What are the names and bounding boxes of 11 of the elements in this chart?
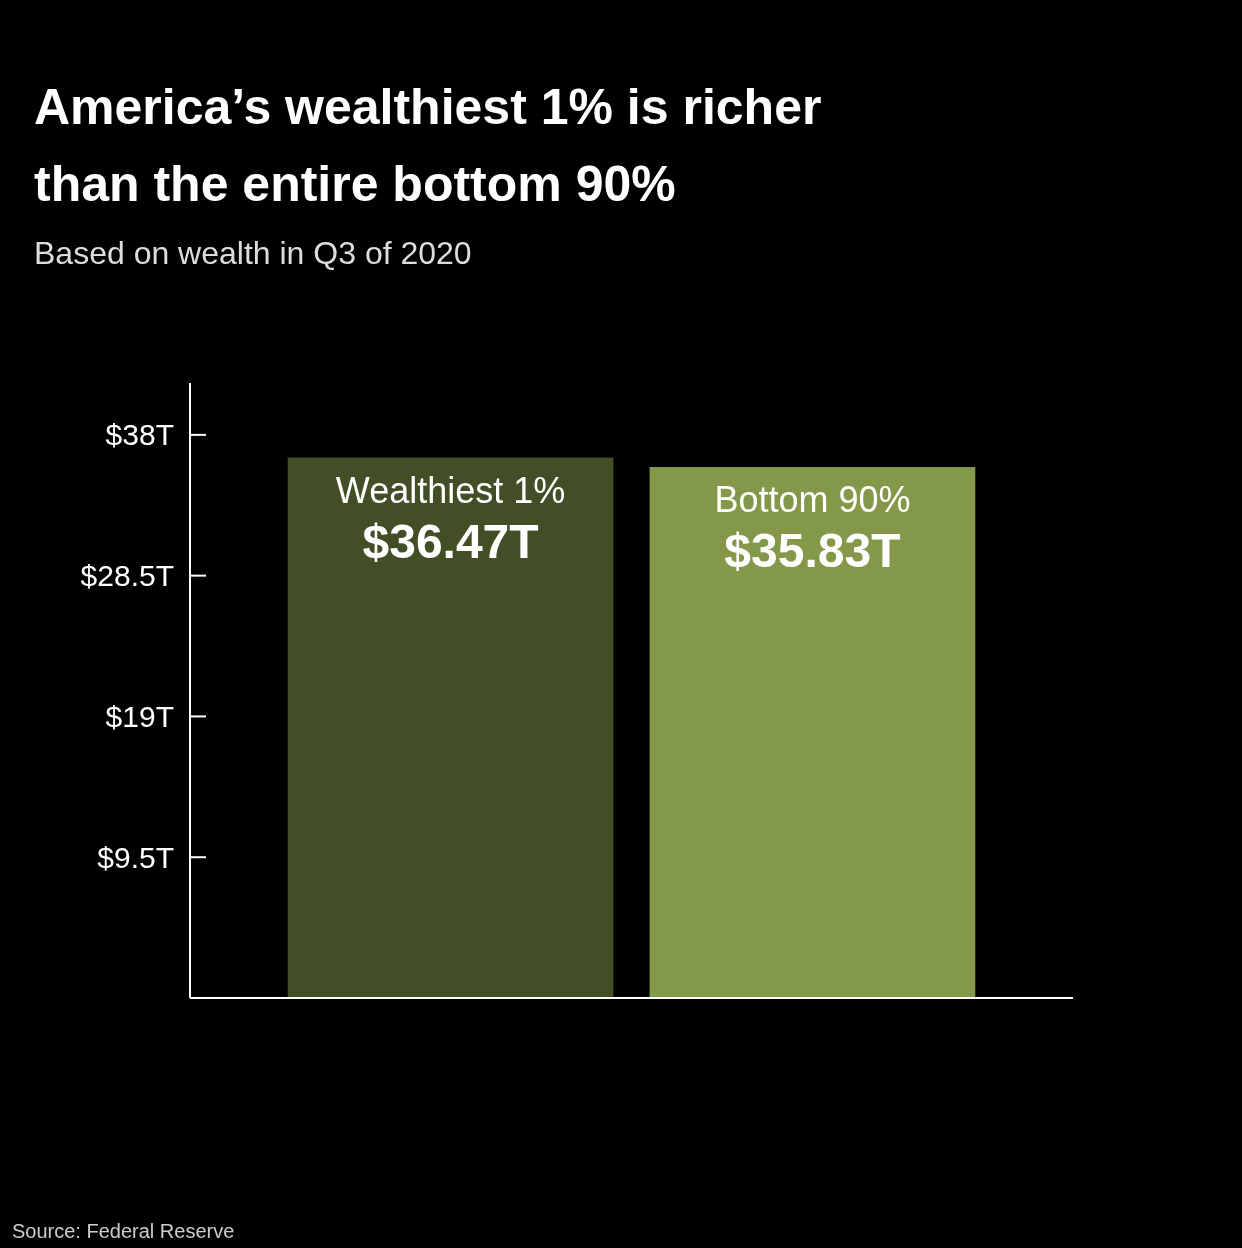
x-tick-label: Wealthiest 1%	[335, 469, 566, 511]
source-note: Source: Federal Reserve	[12, 1220, 235, 1242]
x-tick-label: Bottom 90%	[714, 479, 911, 521]
y-tick-label: $19T	[105, 699, 174, 733]
chart-title: America’s wealthiest 1% is richer than the entire bottom 90%	[34, 79, 822, 212]
y-tick-label: $28.5T	[80, 559, 174, 593]
chart-subtitle: Based on wealth in Q3 of 2020	[34, 235, 472, 271]
data-label: $35.83T	[724, 524, 901, 578]
y-tick-label: $9.5T	[97, 840, 174, 874]
y-tick-label: $38T	[105, 418, 174, 452]
data-label: $36.47T	[362, 514, 539, 568]
